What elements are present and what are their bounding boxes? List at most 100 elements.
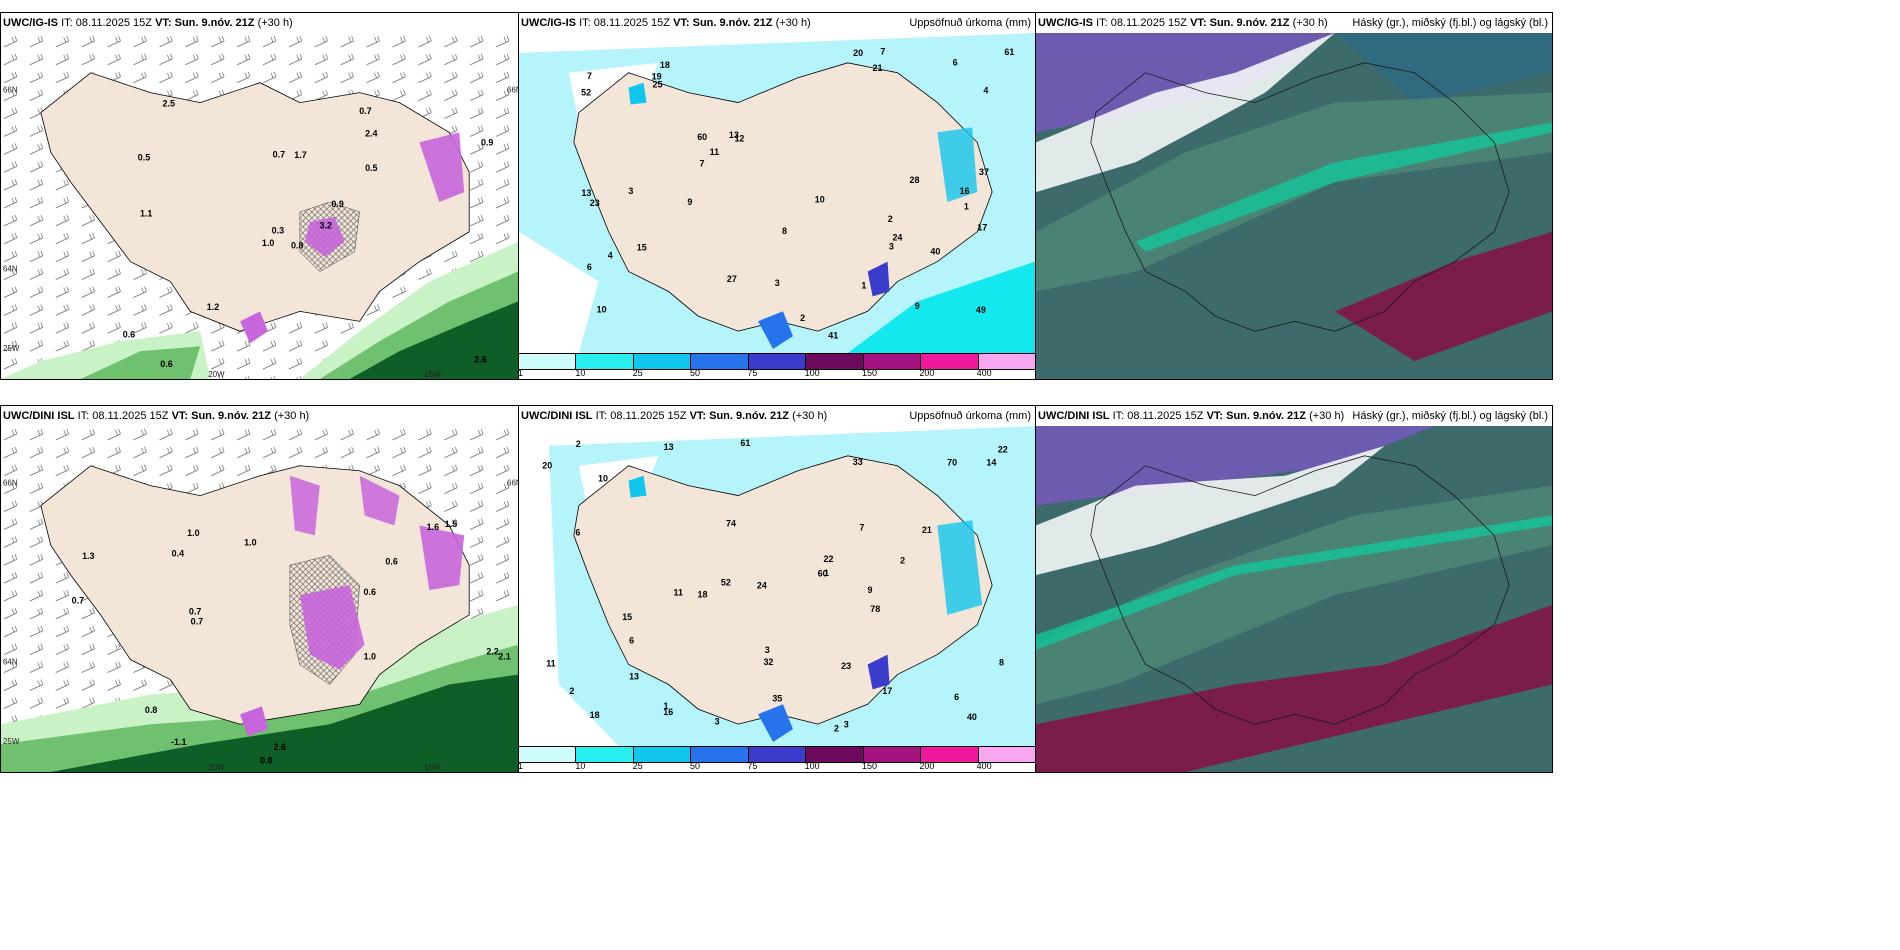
legend-swatch (978, 747, 1035, 762)
value-label: 11 (674, 587, 683, 597)
value-label: 0.5 (138, 153, 150, 163)
legend-tick-label: 50 (690, 368, 701, 378)
value-label: 2.4 (365, 129, 377, 139)
legend-tick-label: 200 (919, 368, 935, 378)
value-label: 6 (953, 58, 958, 68)
cloud-title: Háský (gr.), miðský (fj.bl.) og lágský (… (1352, 410, 1548, 422)
legend-tick-label: 100 (804, 761, 820, 771)
value-label: 0.7 (191, 616, 203, 626)
legend-swatch (748, 747, 807, 762)
value-label: 3 (715, 717, 720, 727)
legend-swatch (921, 747, 979, 762)
legend-swatch (806, 747, 864, 762)
value-label: 3 (889, 242, 894, 252)
lat-label: 64N (3, 265, 18, 274)
value-label: 7 (859, 523, 864, 533)
legend-tick-label: 10 (575, 368, 586, 378)
vt-value: Sun. 9.nóv. 21Z (692, 17, 773, 29)
value-label: 1.6 (427, 522, 439, 532)
value-label: 6 (587, 262, 592, 272)
value-label: 1.0 (187, 528, 199, 538)
snow-map: 66N 64N 25W 20W 15W 66N 0.8 0.5 0.3 0.6 0.9 1… (1, 33, 518, 379)
value-label: 16 (663, 707, 673, 717)
value-label: 1 (824, 568, 829, 578)
snow-map-svg: 66N 64N 25W 20W 15W 66N 0.8 0.5 0.3 0.6 0.9 1… (1, 33, 518, 379)
cloud-map (1036, 426, 1552, 772)
value-label: -1.1 (171, 737, 186, 747)
value-label: 0.7 (359, 106, 371, 116)
value-label: 0.6 (160, 359, 172, 369)
value-label: 2.6 (274, 742, 286, 752)
cloud-map-svg (1036, 426, 1552, 772)
value-label: 52 (721, 578, 731, 588)
value-label: 60 (818, 568, 828, 578)
value-label: 3.2 (320, 220, 332, 230)
it-label: IT: (77, 410, 90, 422)
value-label: 2 (888, 214, 893, 224)
value-label: 0.8 (291, 241, 303, 251)
legend-tick-label: 100 (804, 368, 820, 378)
value-label: 2 (569, 686, 574, 696)
value-label: 10 (815, 195, 825, 205)
precip-legend: 1 10 25 50 75 100 150 200 400 (519, 746, 1035, 772)
value-label: 9 (867, 585, 872, 595)
value-label: 41 (828, 331, 838, 341)
value-label: 0.9 (481, 137, 493, 147)
value-label: 6 (575, 528, 580, 538)
value-label: 1 (964, 202, 969, 212)
snow-map: 66N 64N 25W 20W 15W 66N 1.3 0.4 0.6 2.6 1.6 0… (1, 426, 518, 772)
vt-value: Sun. 9.nóv. 21Z (1226, 410, 1306, 422)
legend-swatch (863, 354, 922, 369)
it-label: IT: (595, 410, 608, 422)
value-label: 11 (710, 147, 719, 157)
legend-tick-label: 25 (632, 761, 643, 771)
value-label: 13 (629, 672, 639, 682)
lead-time: (+30 h) (775, 17, 811, 29)
precip-map-svg: 3211713101140617470355232336061618202322… (519, 426, 1035, 746)
vt-value: Sun. 9.nóv. 21Z (709, 410, 789, 422)
panel-header: UWC/DINI ISL IT: 08.11.2025 15Z VT: Sun.… (519, 406, 1035, 426)
lat-label: 25W (3, 344, 20, 353)
value-label: 10 (598, 473, 608, 483)
value-label: 0.7 (273, 149, 285, 159)
panel-cloud-row1: UWC/IG-IS IT: 08.11.2025 15Z VT: Sun. 9.… (1035, 12, 1553, 380)
legend-swatch (691, 354, 749, 369)
lon-label: 20W (208, 763, 225, 772)
panel-header: UWC/DINI ISL IT: 08.11.2025 15Z VT: Sun.… (1, 406, 518, 426)
value-label: 2.2 (486, 647, 498, 657)
cloud-title: Háský (gr.), miðský (fj.bl.) og lágský (… (1352, 17, 1548, 29)
legend-swatch (633, 747, 692, 762)
value-label: 18 (698, 589, 708, 599)
value-label: 19 (652, 72, 662, 82)
value-label: 22 (824, 554, 834, 564)
value-label: 3 (844, 720, 849, 730)
panel-precip-row2: UWC/DINI ISL IT: 08.11.2025 15Z VT: Sun.… (518, 405, 1036, 773)
value-label: 28 (909, 175, 919, 185)
value-label: 1 (861, 281, 866, 291)
legend-swatch (921, 354, 979, 369)
lat-label: 25W (3, 737, 20, 746)
panel-header: UWC/IG-IS IT: 08.11.2025 15Z VT: Sun. 9.… (1, 13, 518, 33)
value-label: 60 (697, 132, 707, 142)
value-label: 13 (581, 188, 591, 198)
value-label: 12 (734, 134, 744, 144)
it-value: 08.11.2025 15Z (75, 17, 152, 29)
value-label: 0.3 (272, 226, 284, 236)
value-label: 10 (597, 305, 607, 315)
value-label: 4 (608, 251, 613, 261)
value-label: 3 (628, 186, 633, 196)
it-label: IT: (61, 17, 73, 29)
value-label: 2 (576, 439, 581, 449)
value-label: 14 (986, 458, 996, 468)
value-label: 0.7 (72, 596, 84, 606)
value-label: 2.6 (474, 355, 486, 365)
it-value: 08.11.2025 15Z (593, 17, 670, 29)
legend-tick-label: 75 (747, 368, 758, 378)
legend-tick-label: 150 (862, 368, 878, 378)
value-label: 8 (999, 658, 1004, 668)
precip-values: 2110181296216041521374927378101315616717… (581, 47, 1014, 341)
lead-time: (+30 h) (274, 410, 310, 422)
vt-value: Sun. 9.nóv. 21Z (191, 410, 271, 422)
lead-time: (+30 h) (1309, 410, 1345, 422)
value-label: 21 (873, 63, 883, 73)
